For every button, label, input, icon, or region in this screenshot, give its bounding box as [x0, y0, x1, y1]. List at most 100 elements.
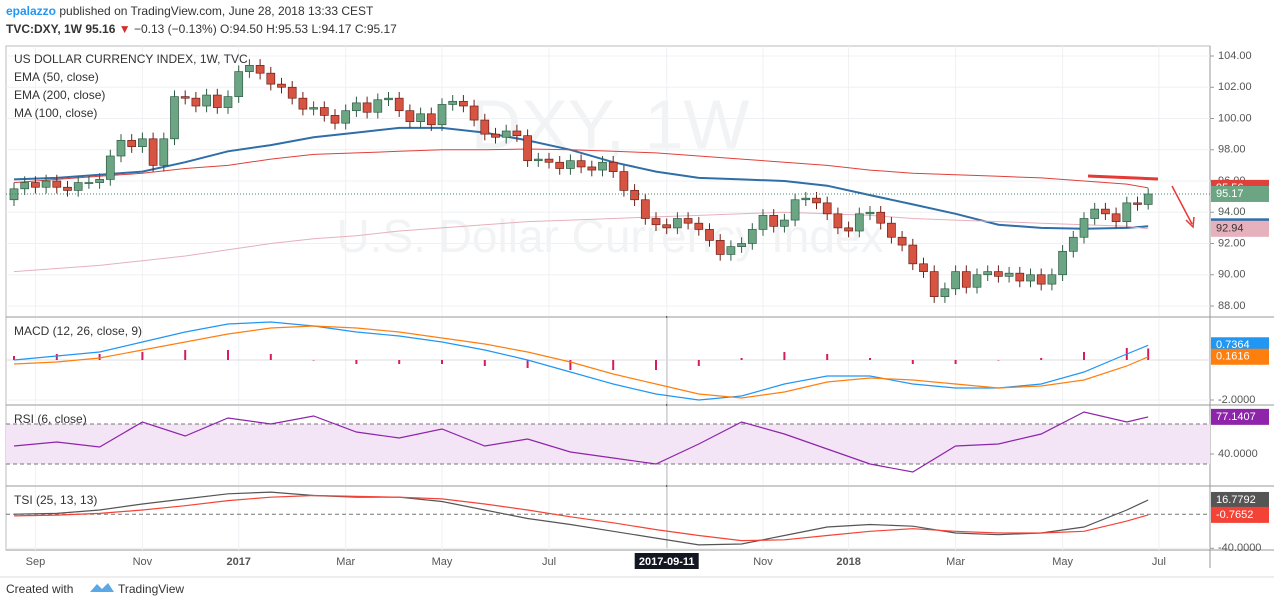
histogram-bar: [483, 360, 486, 366]
candle-body: [897, 236, 907, 246]
pane-title: MACD (12, 26, close, 9): [14, 324, 142, 338]
header-line-1: epalazzo published on TradingView.com, J…: [6, 4, 374, 18]
candle-body: [919, 263, 928, 272]
candle-body: [1122, 202, 1132, 222]
pane-title: US DOLLAR CURRENCY INDEX, 1W, TVC: [14, 52, 248, 66]
last-value-label: 77.1407: [1216, 411, 1256, 423]
candle-body: [619, 171, 629, 191]
last-value-label: -0.7652: [1216, 509, 1253, 521]
x-tick-label: May: [1052, 556, 1073, 568]
x-tick-label: Mar: [336, 556, 355, 568]
last-value-box: [1211, 408, 1269, 425]
legend-entry: EMA (200, close): [14, 88, 105, 102]
x-tick-label: Nov: [753, 556, 773, 568]
candle-body: [705, 229, 714, 241]
candle-body: [598, 161, 607, 171]
candle-body: [608, 161, 618, 172]
candle-body: [1133, 202, 1142, 205]
candle-body: [1047, 274, 1057, 285]
candle-body: [362, 102, 372, 113]
histogram-bar: [612, 360, 615, 370]
candle-body: [630, 190, 639, 201]
legend-entry: EMA (50, close): [14, 70, 99, 84]
candle-body: [266, 72, 276, 85]
candle-body: [566, 160, 575, 169]
candle-body: [480, 119, 490, 135]
candle-body: [961, 271, 971, 288]
histogram-bar: [1083, 352, 1085, 360]
footer-brand[interactable]: TradingView: [118, 582, 184, 596]
candle-body: [790, 199, 800, 221]
histogram-bar: [783, 352, 786, 360]
candle-body: [202, 94, 211, 107]
pane-title: TSI (25, 13, 13): [14, 493, 97, 507]
indicator-line: [13, 126, 1149, 230]
candle-body: [277, 83, 286, 88]
histogram-bar: [184, 350, 187, 360]
chart-layer: 88.0090.0092.0094.0096.0098.00100.00102.…: [6, 46, 1274, 569]
histogram-bar: [954, 360, 957, 364]
candle-body: [1143, 193, 1153, 205]
histogram-bar: [869, 358, 871, 360]
published: published on TradingView.com, June 28, 2…: [59, 4, 374, 18]
candle-body: [148, 138, 158, 166]
last-value-label: 16.7792: [1216, 494, 1256, 506]
candle-body: [801, 197, 811, 201]
candle-body: [1111, 213, 1121, 222]
candle-body: [384, 97, 393, 101]
x-tick-label: Sep: [26, 556, 46, 568]
change: −0.13 (−0.13%): [134, 22, 217, 36]
candle-body: [822, 202, 832, 215]
crosshair-label-bg: [634, 553, 699, 569]
author[interactable]: epalazzo: [6, 4, 56, 18]
x-tick-label: Jul: [1152, 556, 1166, 568]
candle-body: [994, 271, 1003, 277]
y-tick-label: 98.00: [1218, 144, 1246, 156]
y-tick-label: 40.0000: [1218, 448, 1258, 460]
last-value-box: [1211, 220, 1269, 237]
candle-body: [491, 133, 500, 138]
candle-body: [416, 113, 425, 122]
last-value-box: [1211, 185, 1269, 202]
x-tick-label: Jul: [542, 556, 556, 568]
indicator-line: [13, 211, 1149, 273]
candle-body: [319, 107, 329, 116]
arrow-shaft: [1171, 185, 1193, 225]
candle-body: [651, 218, 661, 226]
candle-body: [223, 96, 233, 108]
candle-body: [116, 140, 126, 157]
candle-body: [287, 86, 297, 99]
histogram-bar: [1040, 358, 1043, 360]
candle-body: [844, 227, 853, 232]
x-tick-label: 2017: [226, 556, 250, 568]
candle-body: [1068, 236, 1078, 252]
last-value-label: 92.94: [1216, 223, 1244, 235]
candle-body: [159, 138, 169, 166]
candle-body: [758, 215, 768, 230]
tradingview-logo: [90, 583, 114, 592]
candle-body: [1004, 272, 1014, 277]
candle-body: [352, 102, 361, 112]
candle-body: [929, 271, 939, 297]
histogram-bar: [697, 360, 700, 366]
candle-body: [587, 166, 597, 171]
crosshair-label: 2017-09-11: [639, 556, 695, 568]
candle-body: [437, 104, 447, 126]
x-tick-label: May: [432, 556, 453, 568]
last-value-label: 95.17: [1216, 188, 1244, 200]
candle-body: [983, 271, 993, 276]
candle-body: [576, 160, 586, 168]
candle-body: [812, 197, 821, 204]
histogram-bar: [227, 350, 229, 360]
last-value-box: [1211, 506, 1269, 523]
candle-body: [63, 186, 72, 191]
watermark: DXY, 1W: [471, 85, 750, 163]
indicator-line: [13, 494, 1149, 542]
histogram-bar: [569, 360, 572, 370]
histogram-bar: [55, 354, 58, 360]
candle-body: [747, 229, 757, 244]
candle-body: [469, 105, 479, 121]
histogram-bar: [355, 360, 358, 364]
